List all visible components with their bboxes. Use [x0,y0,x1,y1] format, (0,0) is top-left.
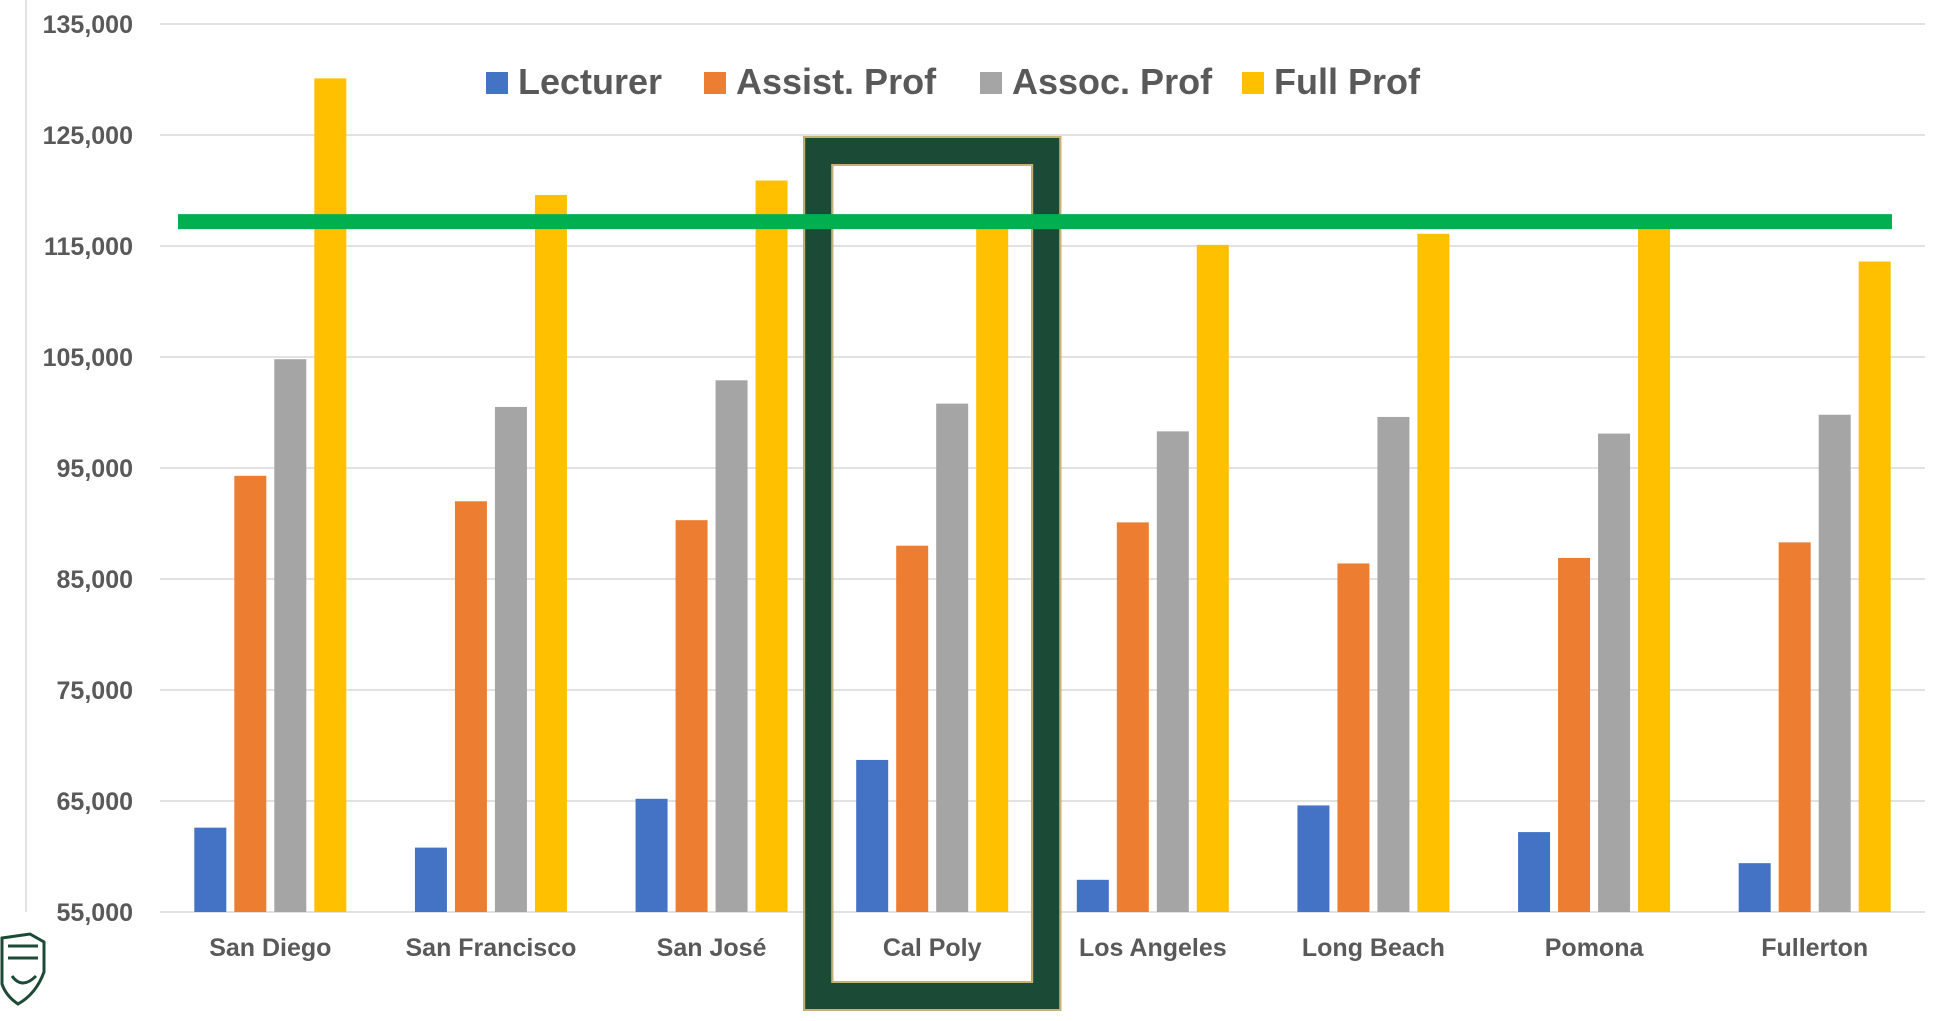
bars [194,78,1891,913]
y-axis-tick-labels: 55,000 65,000 75,000 85,000 95,000 105,000 115… [43,11,133,927]
bar-assist-prof-5 [1337,563,1370,912]
bar-full-prof-2 [755,180,788,912]
bar-assist-prof-6 [1558,557,1591,912]
bar-assist-prof-0 [234,475,267,912]
bar-full-prof-3 [976,220,1009,913]
bar-assoc-prof-0 [274,359,307,913]
x-tick-label: San Francisco [405,934,576,962]
bar-assist-prof-4 [1116,522,1149,912]
y-tick-label: 65,000 [57,788,133,816]
y-tick-label: 105,000 [43,344,133,372]
x-tick-label: San Diego [209,934,331,962]
bar-full-prof-6 [1638,221,1671,912]
bar-assoc-prof-5 [1377,416,1410,912]
bar-assist-prof-2 [675,520,708,912]
bar-assoc-prof-3 [936,403,969,912]
bar-assoc-prof-1 [494,406,527,912]
legend-label: Lecturer [518,61,662,102]
bar-lecturer-3 [856,759,889,912]
bar-assoc-prof-2 [715,380,748,912]
bar-lecturer-0 [194,827,227,912]
y-tick-label: 55,000 [57,899,133,927]
bar-lecturer-1 [414,847,447,912]
y-tick-label: 125,000 [43,122,133,150]
bar-full-prof-4 [1196,244,1229,912]
bar-full-prof-0 [314,78,347,912]
x-tick-label: Long Beach [1302,934,1445,962]
bar-lecturer-6 [1518,832,1551,912]
bar-lecturer-2 [635,798,668,912]
bar-full-prof-5 [1417,233,1450,913]
bar-full-prof-7 [1858,261,1891,912]
bar-lecturer-5 [1297,805,1330,912]
x-axis-tick-labels: San Diego San Francisco San José Cal Poly Lo… [209,934,1868,962]
x-tick-label: Fullerton [1761,934,1868,962]
legend-label: Assoc. Prof [1012,61,1213,102]
x-tick-label: Cal Poly [883,934,982,962]
legend: Lecturer Assist. Prof Assoc. Prof Full Prof [486,61,1421,102]
y-tick-label: 85,000 [57,566,133,594]
legend-swatch [704,72,726,94]
legend-swatch [1242,72,1264,94]
x-tick-label: San José [657,934,767,962]
legend-label: Assist. Prof [736,61,937,102]
highlight-frame-inner-edge [831,164,1034,983]
x-tick-label: Los Angeles [1079,934,1227,962]
legend-swatch [980,72,1002,94]
legend-label: Full Prof [1274,61,1421,102]
highlight-frame-outer-edge [803,136,1062,1011]
bar-lecturer-4 [1076,879,1109,912]
x-tick-label: Pomona [1545,934,1645,962]
y-tick-label: 75,000 [57,677,133,705]
bar-assist-prof-7 [1778,542,1811,912]
bar-full-prof-1 [534,194,567,912]
bar-assoc-prof-4 [1156,431,1189,912]
y-tick-label: 115,000 [44,233,133,261]
y-tick-label: 135,000 [43,11,133,39]
university-shield-icon [0,932,46,1006]
bar-assoc-prof-6 [1598,433,1631,912]
legend-swatch [486,72,508,94]
bar-assist-prof-3 [896,545,929,912]
bar-lecturer-7 [1738,863,1771,912]
y-tick-label: 95,000 [57,455,133,483]
bar-assoc-prof-7 [1818,414,1851,912]
highlight-box [803,136,1062,1011]
bar-assist-prof-1 [454,501,487,912]
highlight-frame [803,136,1062,1011]
